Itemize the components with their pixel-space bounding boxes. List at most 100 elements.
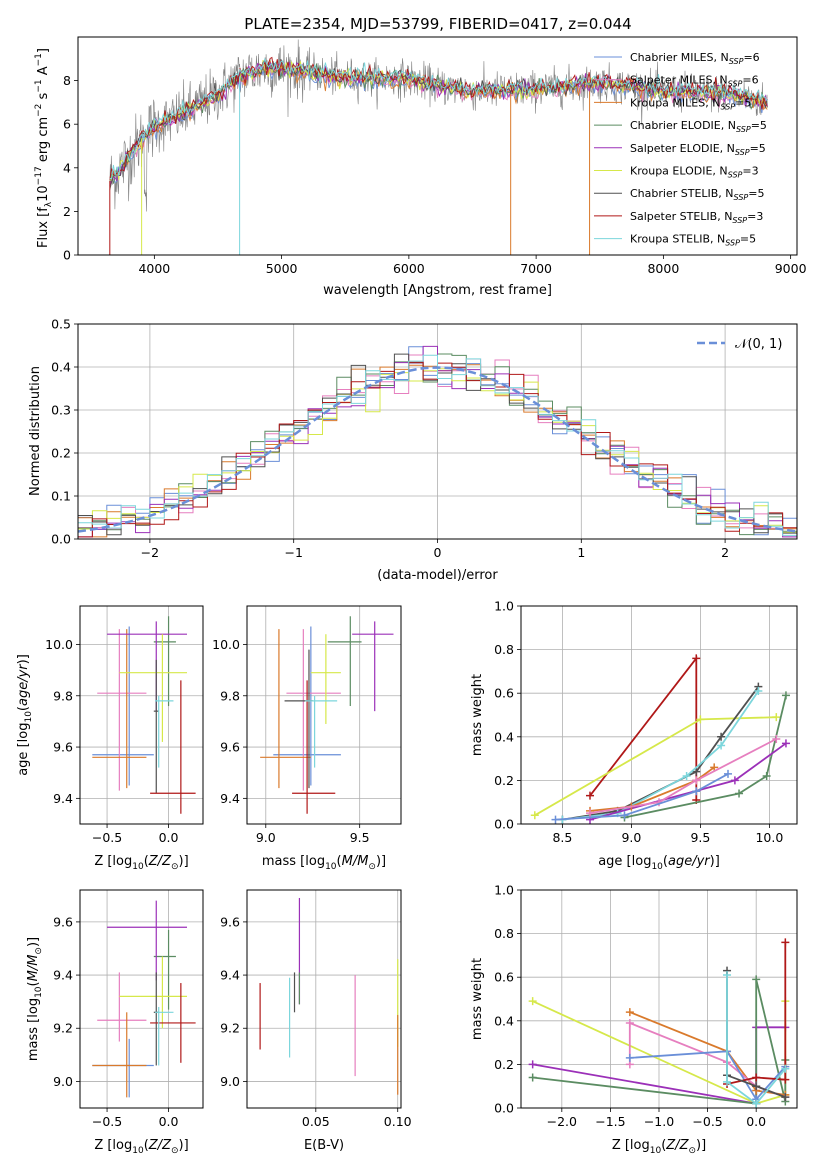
x-axis-label: (data-model)/error [377,568,498,583]
y-tick-label: 10.0 [45,637,73,652]
label-part: )] [16,654,31,664]
normal-curve [78,366,797,533]
legend-value: =5 [735,96,751,109]
legend-value: =6 [743,51,759,64]
label-part: Z/Z [665,1138,689,1153]
x-tick-label: −0.5 [92,1114,122,1129]
legend-label-kroupa-miles: Kroupa MILES, NSSP=5 [630,96,751,111]
errorbar-salpeter-elodie [107,900,188,981]
y-tick-label: 4 [63,160,71,175]
label-part: ⊙ [368,862,376,872]
x-tick-label: 9.5 [350,830,370,845]
series-marker-chabrier-stelib [717,732,726,741]
y-axis-label: Flux [fλ10−17 erg cm−2 s−1 A−1] [34,48,54,248]
plot-area [259,897,399,1095]
errorbar-kroupa-stelib [155,1006,174,1066]
y-tick-label: 9.6 [220,914,240,929]
legend-value: =3 [747,210,763,223]
label-part: Z [log [94,854,132,869]
y-tick-label: 0.4 [51,360,71,375]
label-part: M/M [26,955,41,982]
y-tick-label: 10.0 [212,637,240,652]
series-line-kroupa-miles [589,766,715,812]
legend-label-chabrier-miles: Chabrier MILES, NSSP=6 [630,51,760,66]
label-part: )] [26,937,41,947]
legend-sub: SSP [728,80,743,89]
series-marker-kroupa-stelib [723,971,732,980]
legend-text: Salpeter MILES, N [630,74,728,87]
x-tick-label: 6000 [393,261,425,276]
errorbar-chabrier-miles [92,1038,154,1098]
series-marker-chabrier-miles [551,815,560,824]
series-marker-salpeter-stelib [781,938,790,947]
series-marker-kroupa-stelib [717,741,726,750]
legend-value: =5 [751,119,767,132]
legend-text: Kroupa ELODIE, N [630,165,728,178]
axes-frame [246,605,402,825]
grid [80,890,203,1108]
y-tick-label: 0.4 [494,1013,514,1028]
series-marker-kroupa-elodie [696,715,705,724]
label-part: )] [179,1138,189,1153]
label-part: 10 [34,986,44,998]
series-marker-salpeter-stelib [752,1073,761,1082]
legend-text: Chabrier ELODIE, N [630,119,736,132]
series-marker-chabrier-miles [692,787,701,796]
label-part: λ [44,201,54,207]
y-tick-label: 0 [63,248,71,263]
x-tick-label: 0 [434,545,442,560]
grid [247,890,401,1108]
legend-value: =6 [742,74,758,87]
errorbar-salpeter-stelib [292,680,336,814]
panel-spectrum: 4000 5000 6000 7000 8000 9000 0 2 4 6 8 wavelength … [34,36,807,298]
errorbar-kroupa-elodie [119,634,188,742]
label-part: 10 [650,1146,662,1156]
label-part: ⊙ [688,1146,696,1156]
x-tick-label: −0.5 [692,1114,722,1129]
label-part: Z [log [612,1138,650,1153]
y-tick-label: 0.3 [51,403,71,418]
label-part: 10 [325,862,337,872]
x-tick-label: 8.5 [552,830,572,845]
series-marker-kroupa-elodie [528,997,537,1006]
label-part: mass [log [26,998,41,1061]
panel-age-vs-mass: 9.0 9.5 9.4 9.6 9.8 10.0 mass [log10(M/M⊙)] [212,605,402,872]
label-part: Z/Z [148,1138,172,1153]
x-axis-label: wavelength [Angstrom, rest frame] [323,283,552,298]
series-line-salpeter-miles [589,738,777,814]
legend-text: Salpeter STELIB, N [630,210,732,223]
label-part: ( [337,854,342,869]
x-tick-label: 0.05 [302,1114,330,1129]
errorbar-chabrier-elodie [327,616,362,707]
x-tick-label: −1.5 [595,1114,625,1129]
x-tick-label: 9.0 [621,830,641,845]
series-line-kroupa-elodie [534,716,777,817]
y-tick-label: 8 [63,73,71,88]
legend-value: =5 [740,233,756,246]
legend-sub: SSP [729,57,744,66]
series-line-kroupa-miles [629,1011,786,1096]
label-part: mass [log [262,854,325,869]
y-tick-label: 9.6 [220,740,240,755]
label-part: age/yr [16,663,31,706]
y-tick-label: 9.8 [220,688,240,703]
series-marker-salpeter-miles [772,734,781,743]
legend-value: =3 [742,165,758,178]
series-marker-salpeter-stelib [781,1075,790,1084]
y-tick-label: 0.0 [51,532,71,547]
y-tick-label: 9.2 [53,1021,73,1036]
legend-sub: SSP [725,239,740,248]
series-marker-salpeter-miles [692,776,701,785]
label-part: Z/Z [148,854,172,869]
x-tick-label: 8000 [647,261,679,276]
series-marker-kroupa-stelib [754,687,763,696]
errorbar-kroupa-stelib [155,695,174,768]
panel-age-vs-Z: −0.5 0.09.49.69.810.0Z [log10(Z/Z⊙)]age [… [16,605,204,872]
y-tick-label: 0.8 [494,642,514,657]
label-part: ⊙ [34,947,44,955]
x-tick-label: −2 [141,545,159,560]
model-spectrum-kroupa-elodie [109,60,768,181]
label-part: ⊙ [171,862,179,872]
